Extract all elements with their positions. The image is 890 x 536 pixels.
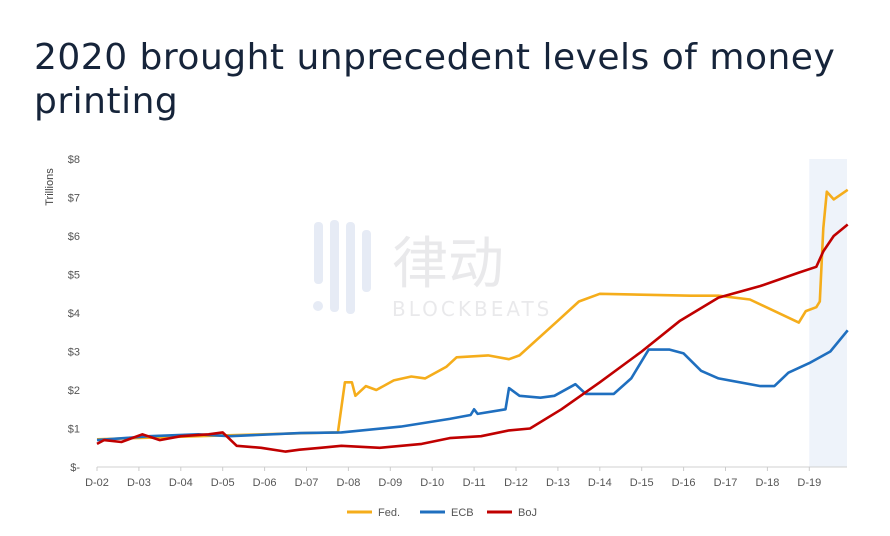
x-tick-label: D-11 [463, 477, 486, 489]
x-tick-label: D-07 [295, 477, 319, 489]
y-tick-label: $5 [68, 270, 80, 282]
x-tick-label: D-18 [755, 477, 779, 489]
svg-text:BLOCKBEATS: BLOCKBEATS [392, 297, 552, 321]
y-tick-label: $4 [68, 308, 80, 320]
x-tick-label: D-06 [253, 477, 277, 489]
x-tick-label: D-13 [546, 477, 570, 489]
x-tick-label: D-05 [211, 477, 235, 489]
legend-label: Fed. [378, 507, 400, 519]
legend-item-fed: Fed. [347, 507, 400, 519]
x-tick-label: D-19 [797, 477, 821, 489]
y-axis-label: Trillions [44, 168, 56, 206]
legend-label: BoJ [518, 507, 537, 519]
y-tick-label: $3 [68, 347, 80, 359]
x-tick-label: D-03 [127, 477, 151, 489]
y-tick-label: $1 [68, 424, 80, 436]
svg-text:律动: 律动 [392, 232, 504, 297]
y-tick-label: $6 [68, 231, 80, 243]
legend-item-ecb: ECB [420, 507, 474, 519]
x-tick-label: D-09 [378, 477, 402, 489]
x-tick-label: D-16 [672, 477, 696, 489]
y-tick-label: $8 [68, 154, 80, 166]
legend-label: ECB [451, 507, 474, 519]
x-tick-label: D-15 [630, 477, 654, 489]
series-line-fed [96, 188, 849, 441]
legend-item-boj: BoJ [487, 507, 537, 519]
y-tick-label: $2 [68, 385, 80, 397]
x-tick-label: D-10 [420, 477, 444, 489]
x-tick-label: D-04 [169, 477, 193, 489]
y-tick-label: $- [70, 462, 80, 474]
chart-title: 2020 brought unprecedent levels of money… [34, 37, 836, 122]
series-line-boj [96, 223, 849, 453]
y-tick-label: $7 [68, 193, 80, 205]
watermark-logo: 律动 BLOCKBEATS [313, 220, 552, 321]
x-tick-label: D-02 [85, 477, 109, 489]
x-tick-label: D-12 [504, 477, 528, 489]
series-line-ecb [96, 329, 849, 442]
x-tick-label: D-08 [336, 477, 360, 489]
x-tick-label: D-17 [714, 477, 738, 489]
highlight-band-2020 [809, 159, 847, 467]
x-tick-label: D-14 [588, 477, 612, 489]
